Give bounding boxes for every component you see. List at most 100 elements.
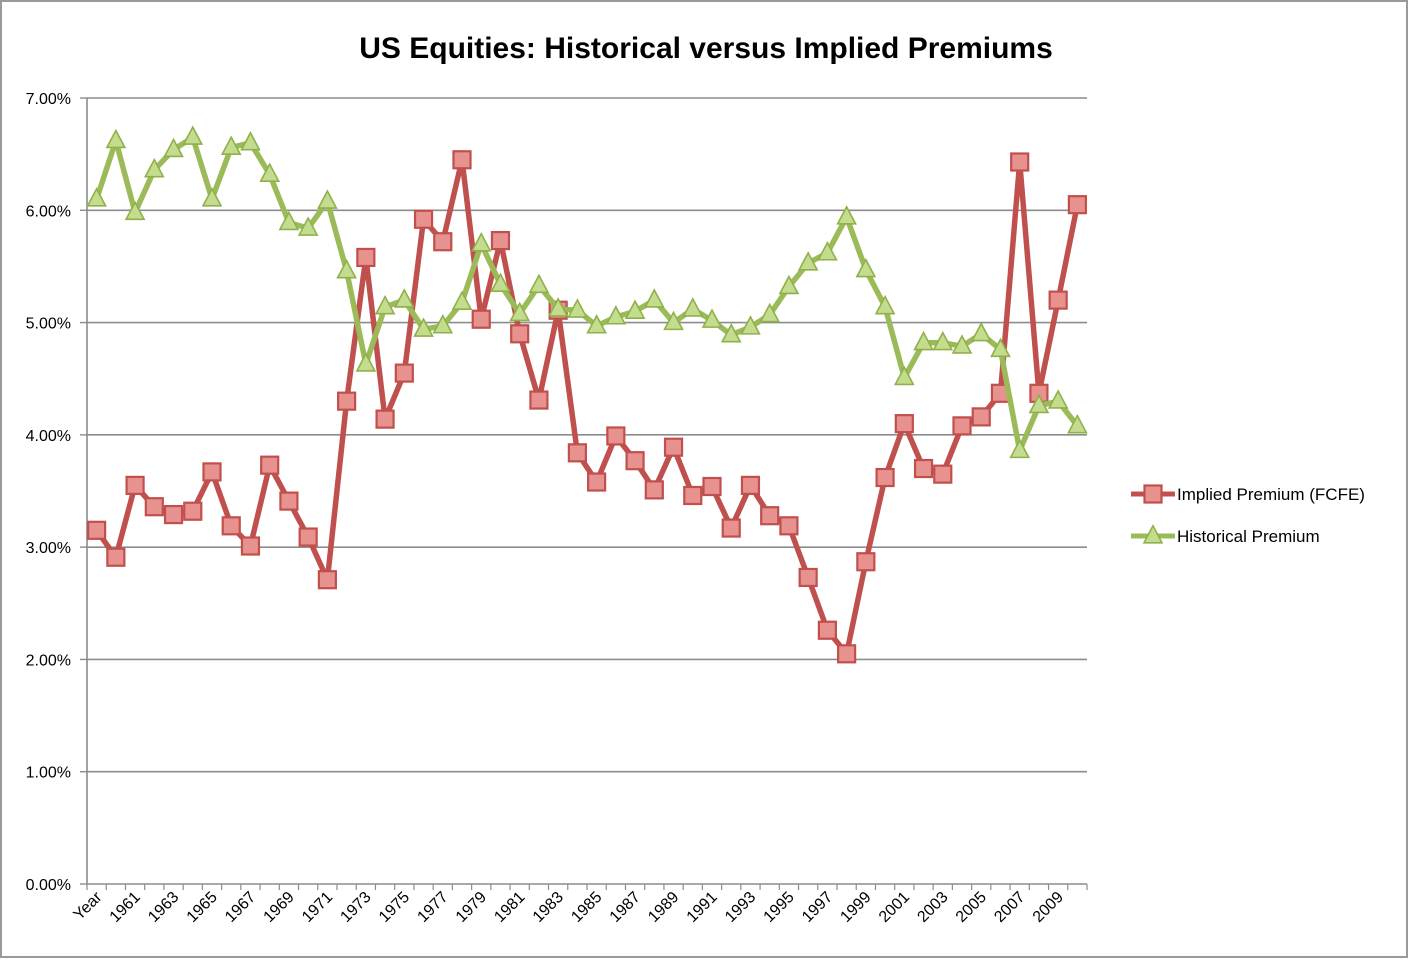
historical-data-point [778, 274, 800, 295]
y-tick-label: 6.00% [26, 203, 71, 220]
historical-data-point [1067, 413, 1088, 434]
historical-data-point [1028, 393, 1050, 414]
implied-data-point [721, 518, 741, 538]
y-tick-label: 5.00% [26, 316, 71, 333]
historical-data-point [740, 315, 761, 335]
historical-data-point [124, 200, 146, 221]
historical-data-point [451, 290, 473, 310]
historical-data-point [759, 302, 781, 323]
legend-item-implied: Implied Premium (FCFE) [1131, 484, 1365, 504]
historical-data-point [586, 314, 607, 334]
implied-data-point [87, 520, 107, 540]
implied-data-point [894, 414, 914, 434]
implied-data-point [317, 570, 337, 590]
implied-data-point [817, 620, 837, 640]
historical-data-point [1009, 438, 1031, 459]
implied-data-point [260, 455, 280, 475]
implied-data-point [760, 506, 780, 526]
chart-title: US Equities: Historical versus Implied P… [359, 32, 1053, 65]
historical-data-point [182, 125, 204, 145]
implied-data-point [144, 497, 164, 517]
historical-data-point [970, 321, 992, 342]
implied-data-point [202, 462, 222, 482]
historical-data-point [913, 330, 934, 351]
implied-data-point [183, 501, 203, 521]
implied-data-point [394, 363, 414, 383]
implied-data-point [279, 491, 299, 511]
implied-data-point [913, 458, 934, 479]
historical-data-point [259, 162, 281, 182]
historical-data-point [336, 259, 357, 279]
historical-data-point [163, 137, 184, 158]
implied-data-point [471, 309, 491, 329]
implied-data-point [106, 547, 126, 567]
historical-data-point [278, 210, 300, 231]
historical-data-point [797, 251, 819, 271]
historical-data-point [624, 299, 646, 319]
historical-data-point [355, 352, 377, 372]
historical-data-point [567, 298, 588, 318]
historical-data-point [432, 314, 454, 334]
implied-data-point [567, 443, 587, 463]
historical-data-point [201, 187, 223, 207]
historical-data-point [951, 334, 973, 354]
historical-data-point [413, 317, 434, 337]
implied-data-point [702, 476, 722, 497]
implied-data-point [221, 516, 241, 536]
historical-data-point [105, 128, 127, 149]
historical-data-point [663, 310, 684, 331]
implied-data-point [875, 467, 895, 488]
legend-label: Implied Premium (FCFE) [1177, 485, 1365, 504]
implied-data-point [510, 324, 530, 344]
historical-data-point [836, 205, 857, 225]
historical-data-point [990, 337, 1011, 358]
historical-data-point [720, 323, 742, 343]
historical-data-point [470, 232, 492, 252]
implied-data-point [490, 231, 511, 251]
implied-data-point [337, 391, 357, 411]
implied-data-point [663, 437, 684, 457]
historical-data-point [297, 216, 319, 236]
implied-data-point [298, 527, 318, 547]
series-layer [86, 125, 1088, 664]
historical-data-point [317, 189, 338, 209]
historical-series [86, 125, 1088, 459]
implied-data-point [587, 472, 607, 492]
legend: Implied Premium (FCFE) Historical Premium [1131, 484, 1365, 546]
y-tick-label: 4.00% [26, 428, 71, 445]
implied-data-point [644, 480, 664, 500]
implied-data-point [952, 416, 972, 436]
historical-data-point [701, 308, 723, 328]
y-tick-label: 3.00% [26, 540, 71, 557]
implied-data-point [413, 209, 434, 229]
historical-data-point [1047, 389, 1069, 409]
historical-data-point [874, 294, 896, 315]
implied-data-point [683, 485, 703, 506]
legend-marker [1143, 484, 1163, 504]
implied-data-point [740, 475, 761, 495]
y-tick-label: 1.00% [26, 765, 71, 782]
legend-label: Historical Premium [1177, 527, 1320, 546]
y-tick-label: 7.00% [26, 91, 71, 108]
implied-data-point [606, 426, 626, 446]
implied-data-point [125, 475, 145, 495]
implied-data-point [1067, 195, 1087, 215]
implied-series-line [93, 157, 1081, 657]
implied-data-point [529, 390, 549, 410]
historical-data-point [393, 288, 415, 308]
historical-data-point [855, 257, 877, 278]
historical-data-point [374, 294, 396, 315]
historical-data-point [932, 330, 954, 351]
implied-data-point [856, 552, 876, 572]
historical-data-point [817, 241, 838, 261]
historical-data-point [547, 297, 569, 317]
implied-series [87, 150, 1087, 664]
y-axis-ticks: 0.00% 1.00% 2.00% 3.00% 4.00% 5.00% 6.00% 7.00% [26, 91, 87, 894]
legend-item-historical: Historical Premium [1131, 524, 1320, 546]
historical-data-point [643, 288, 665, 308]
historical-data-point [509, 301, 531, 322]
implied-data-point [452, 150, 472, 170]
historical-data-point [893, 365, 915, 386]
implied-data-point [837, 644, 857, 664]
